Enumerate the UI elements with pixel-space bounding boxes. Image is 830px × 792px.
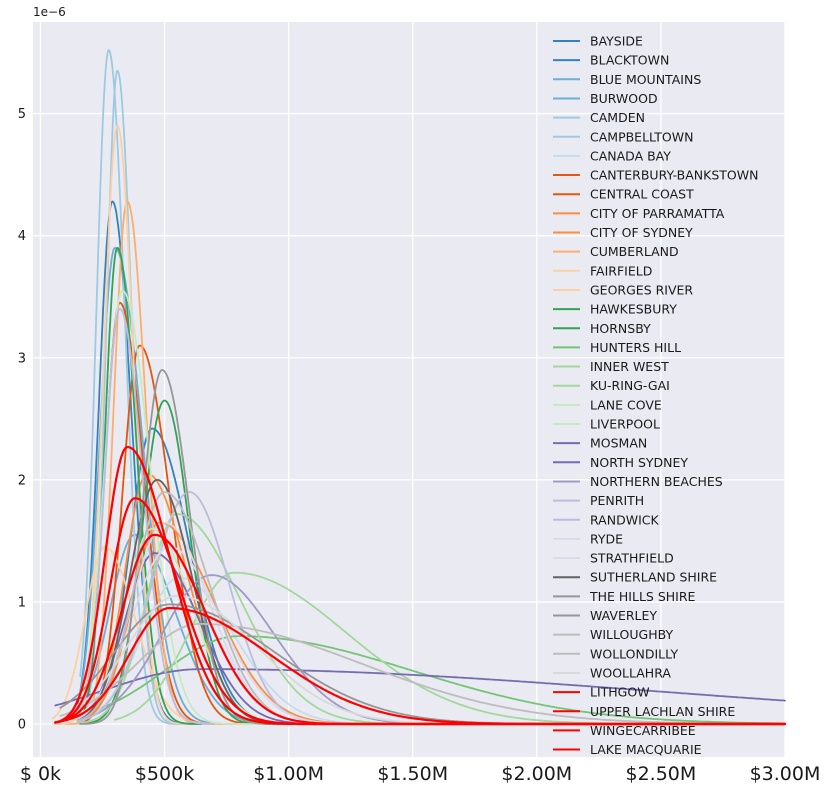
legend-label: THE HILLS SHIRE <box>589 589 696 604</box>
series-line-willoughby <box>59 623 786 725</box>
legend-label: UPPER LACHLAN SHIRE <box>590 704 735 719</box>
series-line-mosman <box>54 668 786 707</box>
y-tick-label: 4 <box>18 229 26 244</box>
legend-label: CITY OF PARRAMATTA <box>590 206 725 221</box>
legend-label: CANADA BAY <box>590 148 671 163</box>
legend-label: SUTHERLAND SHIRE <box>590 570 717 585</box>
series-line-hunters-hill <box>101 635 786 725</box>
legend-label: BLACKTOWN <box>590 53 669 68</box>
legend-label: KU-RING-GAI <box>590 378 670 393</box>
legend-label: INNER WEST <box>590 359 669 374</box>
x-tick-label: $2.50M <box>626 763 697 785</box>
legend-label: LAKE MACQUARIE <box>590 742 702 757</box>
y-multiplier-label: 1e−6 <box>33 5 66 19</box>
legend-label: STRATHFIELD <box>590 551 674 566</box>
legend-label: CENTRAL COAST <box>590 187 694 202</box>
legend-label: GEORGES RIVER <box>590 282 693 297</box>
y-axis: 0 1 2 3 4 5 <box>18 107 26 732</box>
legend-label: NORTH SYDNEY <box>590 455 688 470</box>
legend-label: WILLOUGHBY <box>590 627 673 642</box>
legend-label: HORNSBY <box>590 321 651 336</box>
x-tick-label: $3.00M <box>750 763 821 785</box>
x-tick-label: $2.00M <box>501 763 572 785</box>
series-line-camden <box>79 49 186 725</box>
series-line-lake-macquarie <box>54 497 787 726</box>
legend-label: CUMBERLAND <box>590 244 679 259</box>
legend-label: FAIRFIELD <box>590 263 652 278</box>
legend-label: BAYSIDE <box>590 34 643 49</box>
legend-label: WINGECARRIBEE <box>590 723 696 738</box>
legend: BAYSIDE BLACKTOWN BLUE MOUNTAINS BURWOOD CAM… <box>553 34 758 757</box>
legend-label: HAWKESBURY <box>590 302 677 317</box>
legend-label: CITY OF SYDNEY <box>590 225 693 240</box>
legend-label: RANDWICK <box>590 512 659 527</box>
x-tick-label: $500k <box>135 763 194 785</box>
x-tick-label: $ 0k <box>20 763 61 785</box>
legend-label: HUNTERS HILL <box>590 340 681 355</box>
legend-label: LANE COVE <box>590 397 662 412</box>
legend-label: PENRITH <box>590 493 644 508</box>
x-tick-label: $1.50M <box>377 763 448 785</box>
legend-label: LITHGOW <box>590 685 650 700</box>
legend-label: LIVERPOOL <box>590 417 660 432</box>
legend-label: MOSMAN <box>590 436 647 451</box>
legend-label: NORTHERN BEACHES <box>590 474 723 489</box>
x-axis: $ 0k $500k $1.00M $1.50M $2.00M $2.50M $3.00M <box>20 763 821 785</box>
y-tick-label: 2 <box>18 473 26 488</box>
legend-label: BURWOOD <box>590 91 658 106</box>
y-tick-label: 0 <box>18 718 26 733</box>
legend-label: WOOLLAHRA <box>590 665 671 680</box>
legend-label: CAMDEN <box>590 110 645 125</box>
x-tick-label: $1.00M <box>253 763 324 785</box>
legend-label: RYDE <box>590 531 623 546</box>
y-tick-label: 5 <box>18 107 26 122</box>
legend-label: CAMPBELLTOWN <box>590 129 693 144</box>
y-tick-label: 1 <box>18 595 26 610</box>
legend-label: CANTERBURY-BANKSTOWN <box>590 168 758 183</box>
legend-label: WOLLONDILLY <box>590 646 678 661</box>
series-curves <box>52 49 787 726</box>
legend-label: WAVERLEY <box>590 608 657 623</box>
legend-label: BLUE MOUNTAINS <box>590 72 701 87</box>
y-tick-label: 3 <box>18 351 26 366</box>
